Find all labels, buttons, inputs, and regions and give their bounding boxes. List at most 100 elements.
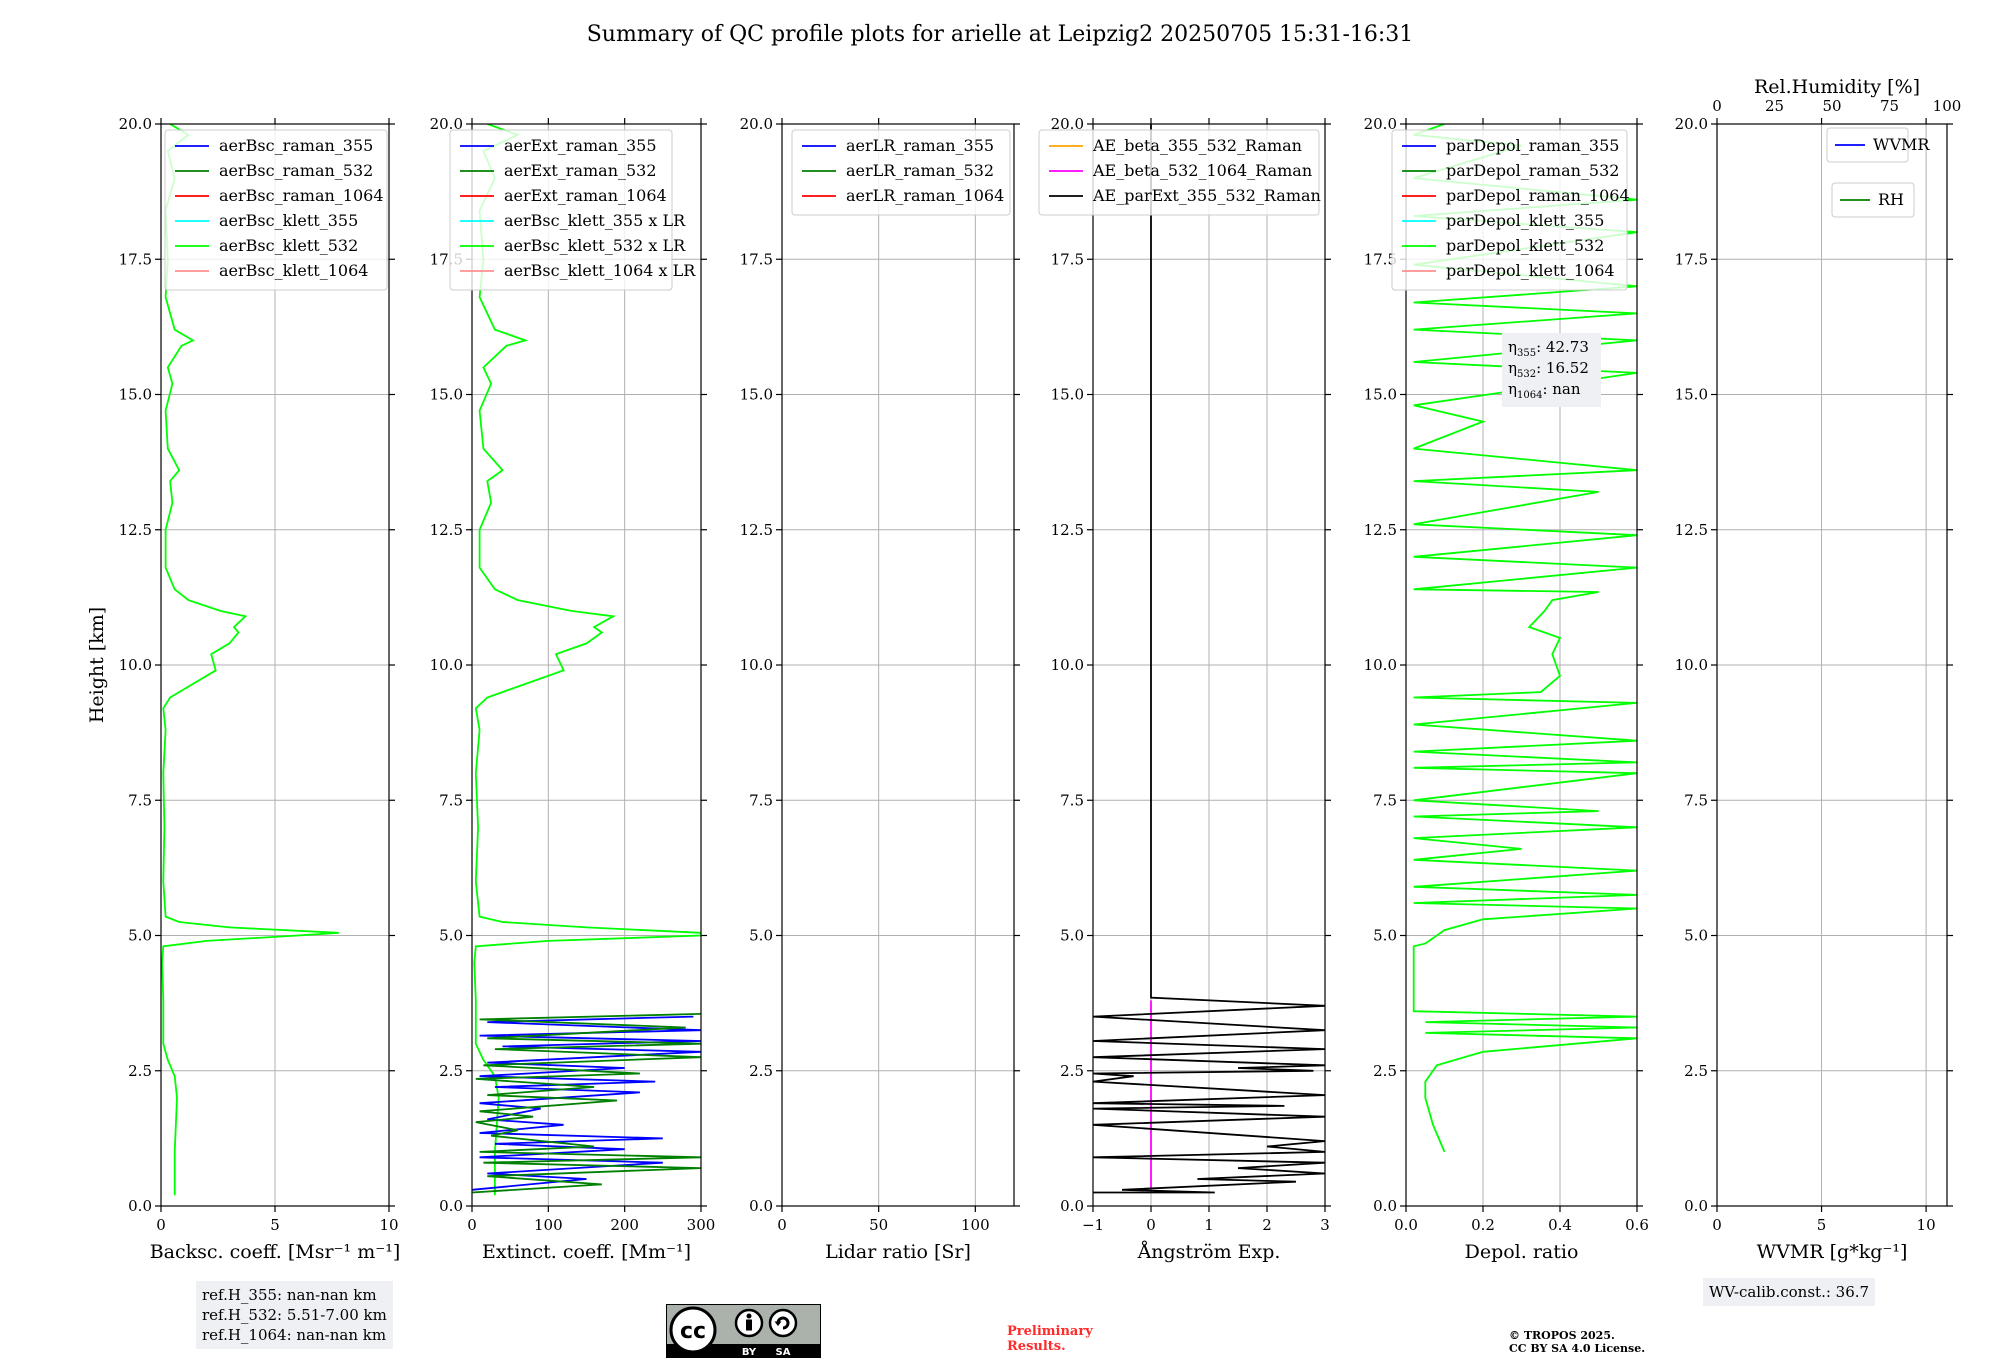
top-tick-label: 25: [1765, 97, 1784, 115]
x-tick-label: 10: [379, 1216, 398, 1234]
panel-1: 0.0 2.5 5.0 7.5 10.0 12.5 15.0 17.5 20.0 0 5 10 Back…: [119, 115, 401, 1263]
y-tick-label: 15.0: [119, 386, 152, 404]
y-tick-label: 20.0: [740, 115, 773, 133]
legend: aerBsc_raman_355 aerBsc_raman_532 aerBsc_r…: [164, 129, 388, 291]
top-tick-label: 50: [1822, 97, 1841, 115]
legend: AE_beta_355_532_Raman AE_beta_532_1064_Ra…: [1038, 129, 1321, 216]
legend-box: [1826, 127, 1909, 163]
y-tick-label: 20.0: [1051, 115, 1084, 133]
sa-share-icon: [768, 1308, 798, 1338]
y-tick-label: 12.5: [1675, 521, 1708, 539]
y-tick-label: 0.0: [439, 1197, 463, 1215]
legend: aerLR_raman_355 aerLR_raman_532 aerLR_rama…: [791, 129, 1011, 216]
y-tick-label: 17.5: [119, 250, 152, 268]
top-axis-label: Rel.Humidity [%]: [1754, 76, 1920, 98]
legend-entry: parDepol_klett_355: [1446, 211, 1604, 230]
x-tick-label: 5: [1817, 1216, 1827, 1234]
x-tick-label: 0.2: [1471, 1216, 1495, 1234]
legend-box: [449, 129, 673, 291]
y-tick-label: 15.0: [1675, 386, 1708, 404]
y-tick-label: 7.5: [1373, 791, 1397, 809]
panel-4: 0.0 2.5 5.0 7.5 10.0 12.5 15.0 17.5 20.0 −1 0 1 2 3 Ån…: [1038, 115, 1331, 1263]
ref-height-box: ref.H_355: nan-nan km ref.H_532: 5.51-7.0…: [196, 1281, 393, 1349]
legend-entry: aerBsc_raman_1064: [219, 186, 384, 205]
legend-entry: aerExt_raman_1064: [504, 186, 667, 205]
figure-title: Summary of QC profile plots for arielle …: [586, 22, 1414, 47]
x-tick-label: 0: [777, 1216, 787, 1234]
y-tick-label: 5.0: [749, 927, 773, 945]
legend-entry: aerLR_raman_355: [846, 136, 994, 155]
copyright-line2: CC BY SA 4.0 License.: [1509, 1342, 1646, 1355]
legend-entry: parDepol_raman_1064: [1446, 186, 1630, 205]
x-tick-label: 0: [1146, 1216, 1156, 1234]
legend-rh: RH: [1831, 182, 1915, 218]
y-tick-label: 7.5: [1684, 791, 1708, 809]
legend-entry: aerLR_raman_1064: [846, 186, 1004, 205]
cc-circle-icon: [669, 1306, 717, 1354]
y-tick-label: 17.5: [740, 250, 773, 268]
series-line: [472, 1013, 701, 1194]
y-tick-label: 12.5: [740, 521, 773, 539]
legend-entry: RH: [1878, 190, 1904, 209]
y-tick-label: 20.0: [119, 115, 152, 133]
x-axis-label: Depol. ratio: [1465, 1241, 1579, 1263]
legend-entry: aerBsc_raman_355: [219, 136, 373, 155]
legend-box: [791, 129, 1011, 216]
y-tick-label: 0.0: [1684, 1197, 1708, 1215]
panel-2: 0.02.55.07.510.012.515.017.520.00 100 200 3…: [430, 115, 716, 1263]
cc-license-badge: cc BY SA: [666, 1304, 821, 1358]
y-tick-label: 15.0: [1364, 386, 1397, 404]
eta-value: η355: 42.73: [1508, 338, 1589, 359]
y-tick-label: 12.5: [1364, 521, 1397, 539]
y-tick-label: 10.0: [1051, 656, 1084, 674]
x-tick-label: 10: [1917, 1216, 1936, 1234]
x-tick-label: 300: [687, 1216, 716, 1234]
legend-entry: WVMR: [1873, 135, 1930, 154]
panel-6: 0.02.55.07.510.012.515.017.520.00 5 10WVMR…: [1675, 76, 1962, 1263]
cc-by-label: BY: [742, 1347, 757, 1358]
ref-height-532: ref.H_532: 5.51-7.00 km: [202, 1306, 387, 1324]
y-tick-label: 7.5: [1060, 791, 1084, 809]
y-tick-label: 10.0: [1364, 656, 1397, 674]
y-tick-label: 17.5: [1051, 250, 1084, 268]
x-axis-label: Lidar ratio [Sr]: [825, 1241, 971, 1263]
panel-5: 0.0 2.5 5.0 7.5 10.0 12.5 15.0 17.5 20.0 0.0 0.2 0.…: [1364, 115, 1649, 1263]
y-tick-label: 2.5: [1060, 1062, 1084, 1080]
legend-entry: AE_beta_355_532_Raman: [1092, 136, 1302, 155]
x-axis-label: Ångström Exp.: [1137, 1241, 1281, 1263]
wv-calib-box: WV-calib.const.: 36.7: [1703, 1278, 1876, 1306]
x-tick-label: 100: [961, 1216, 990, 1234]
series-line: [161, 124, 339, 1196]
y-tick-label: 10.0: [740, 656, 773, 674]
legend-wvmr: WVMR: [1826, 127, 1930, 163]
y-tick-label: 10.0: [430, 656, 463, 674]
y-tick-label: 17.5: [1364, 250, 1397, 268]
legend-entry: aerBsc_klett_532: [219, 236, 358, 255]
x-axis-label: WVMR [g*kg⁻¹]: [1757, 1241, 1908, 1263]
legend-entry: aerLR_raman_532: [846, 161, 994, 180]
legend-entry: aerBsc_raman_532: [219, 161, 373, 180]
cc-sa-label: SA: [776, 1347, 791, 1358]
legend-entry: parDepol_raman_355: [1446, 136, 1619, 155]
ref-height-1064: ref.H_1064: nan-nan km: [202, 1326, 387, 1344]
y-tick-label: 5.0: [1060, 927, 1084, 945]
y-tick-label: 20.0: [1675, 115, 1708, 133]
legend-entry: aerExt_raman_532: [504, 161, 657, 180]
legend-entry: parDepol_klett_1064: [1446, 261, 1615, 280]
y-tick-label: 20.0: [1364, 115, 1397, 133]
x-tick-label: −1: [1082, 1216, 1104, 1234]
y-axis-label: Height [km]: [86, 607, 108, 723]
x-tick-label: 0.4: [1548, 1216, 1572, 1234]
copyright-note: © TROPOS 2025. CC BY SA 4.0 License.: [1509, 1329, 1645, 1355]
y-tick-label: 7.5: [749, 791, 773, 809]
y-tick-label: 0.0: [1060, 1197, 1084, 1215]
y-tick-label: 0.0: [1373, 1197, 1397, 1215]
legend-entry: AE_beta_532_1064_Raman: [1092, 161, 1312, 180]
y-tick-label: 2.5: [439, 1062, 463, 1080]
legend: parDepol_raman_355 parDepol_raman_532 parD…: [1391, 129, 1630, 291]
y-tick-label: 2.5: [749, 1062, 773, 1080]
legend-box: [1038, 129, 1320, 216]
eta-box-bg: [1502, 333, 1601, 407]
